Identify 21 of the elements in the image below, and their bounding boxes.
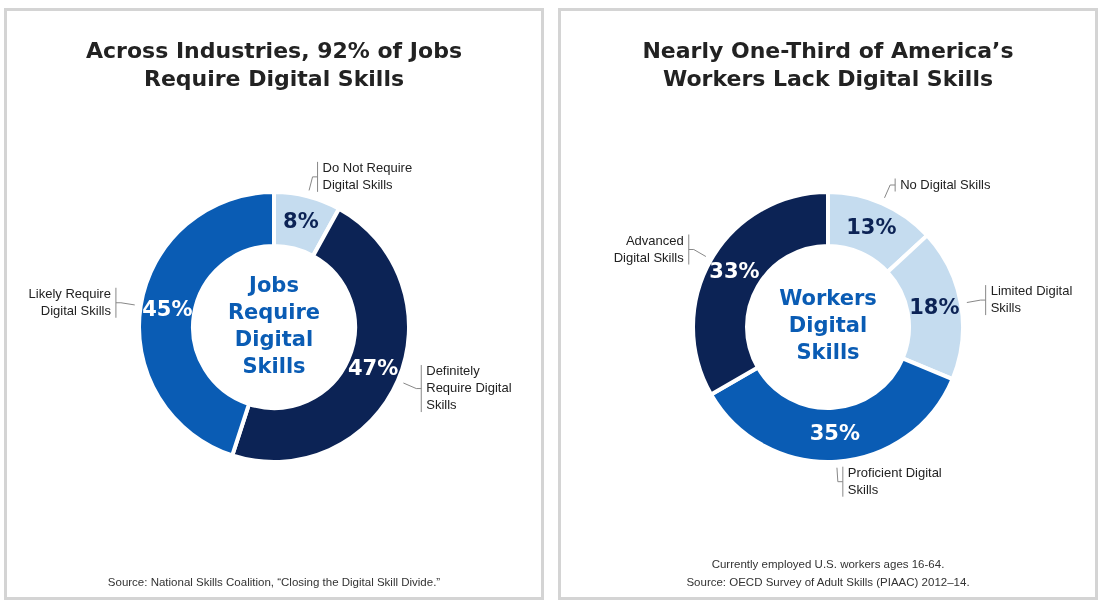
slice-label: Advanced Digital Skills: [613, 232, 685, 265]
chart-title: Nearly One-Third of America’s Workers Lack Digital Skills: [641, 37, 1015, 93]
chart-title: Across Industries, 92% of Jobs Require Digital Skills: [85, 37, 463, 93]
data-label: 45%: [142, 296, 193, 321]
text: Jobs Require Digital Skills: [227, 272, 321, 378]
slice-label: Limited Digital Skills: [990, 283, 1073, 316]
slice-label: Do Not Require Digital Skills: [322, 159, 413, 192]
text: Workers Digital Skills: [779, 286, 877, 365]
slice-label: Proficient Digital Skills: [847, 464, 942, 497]
data-label: 8%: [283, 208, 319, 233]
data-label: 33%: [709, 259, 760, 284]
slice-label: Definitely Require Digital Skills: [426, 363, 512, 413]
slice-label: No Digital Skills: [900, 176, 991, 192]
data-label: 35%: [809, 421, 860, 446]
text: Currently employed U.S. workers ages 16-64.: [711, 558, 945, 570]
data-label: 13%: [846, 214, 897, 239]
data-label: 47%: [347, 356, 399, 381]
slice-label: Likely Require Digital Skills: [28, 285, 112, 318]
source-note: Source: OECD Survey of Adult Skills (PIAAC) 2012–14.: [686, 576, 970, 588]
source-note: Source: National Skills Coalition, “Closing the Digital Skill Divide.”: [106, 575, 442, 590]
data-label: 18%: [909, 294, 960, 319]
